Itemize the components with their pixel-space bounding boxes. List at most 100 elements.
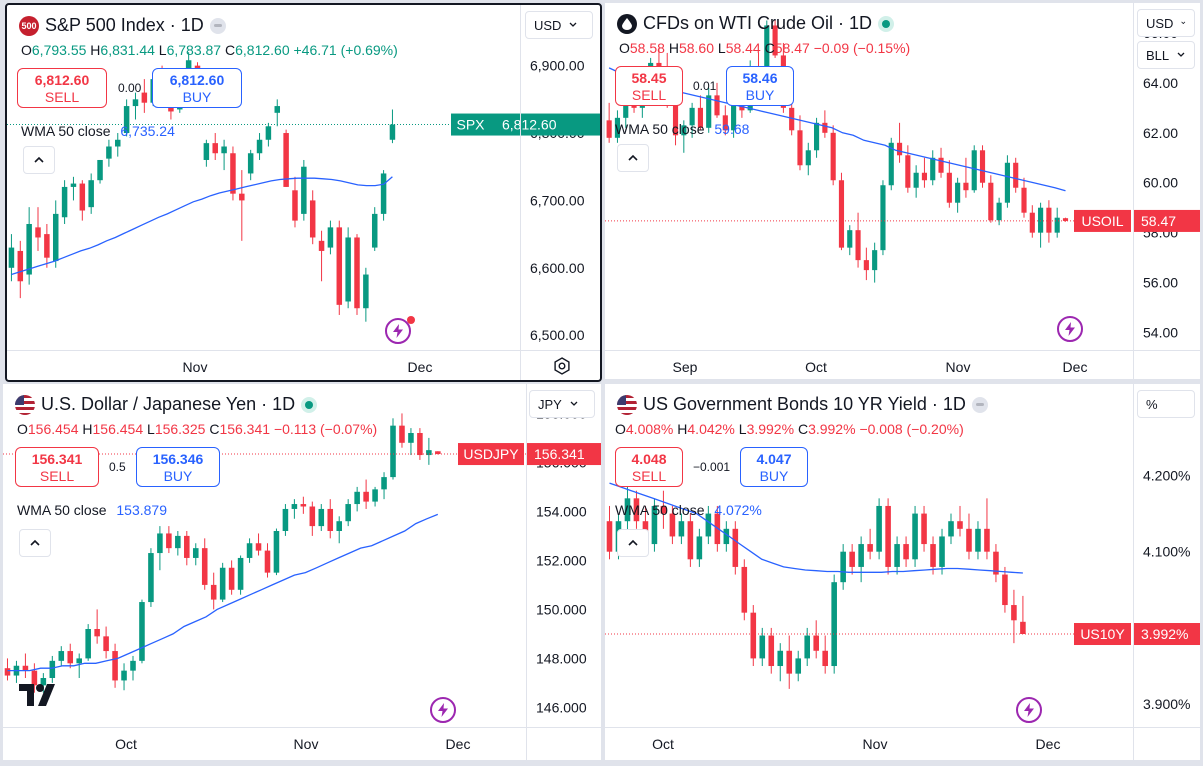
- collapse-legend-button[interactable]: [617, 529, 649, 557]
- candle-body: [106, 146, 112, 159]
- time-axis-label: Oct: [652, 736, 674, 752]
- price-tag-text: 3.992%: [1141, 626, 1188, 642]
- chart-pane-wti[interactable]: 66.0064.0062.0060.0058.0056.0054.00SepOc…: [605, 3, 1200, 379]
- lightning-icon[interactable]: [430, 697, 456, 723]
- title-row: U.S. Dollar / Japanese Yen · 1D: [15, 394, 318, 415]
- candle-body: [876, 505, 882, 552]
- chart-pane-usdjpy[interactable]: 158.000156.000154.000152.000150.000148.0…: [3, 384, 601, 760]
- buy-button[interactable]: 58.46 BUY: [726, 66, 794, 106]
- candle-body: [112, 651, 118, 681]
- candle-body: [49, 660, 56, 678]
- candle: [894, 536, 900, 575]
- wma-legend[interactable]: WMA 50 close 59.68: [615, 121, 749, 137]
- candlestick-chart-usdjpy[interactable]: 158.000156.000154.000152.000150.000148.0…: [3, 384, 601, 760]
- market-open-icon[interactable]: [878, 15, 895, 32]
- sell-button[interactable]: 58.45 SELL: [615, 66, 683, 106]
- candle-body: [26, 223, 32, 275]
- price-axis-label: 60.00: [1143, 175, 1178, 191]
- sell-button[interactable]: 4.048 SELL: [615, 447, 683, 487]
- collapse-legend-button[interactable]: [23, 146, 55, 174]
- buy-button[interactable]: 4.047 BUY: [740, 447, 808, 487]
- candle: [148, 548, 154, 607]
- chart-pane-us10y[interactable]: 4.200% 4.100% 3.900% Oct Nov Dec US10Y 3.992% U…: [605, 384, 1200, 760]
- lightning-icon[interactable]: [1016, 697, 1042, 723]
- market-status-icon[interactable]: [209, 17, 226, 34]
- buy-button[interactable]: 156.346 BUY: [136, 447, 220, 487]
- buy-button[interactable]: 6,812.60 BUY: [152, 68, 242, 108]
- price-axis-label: 152.000: [536, 552, 587, 568]
- lightning-icon[interactable]: [1057, 316, 1083, 342]
- candle: [157, 526, 163, 571]
- open-value: 156.454: [27, 421, 79, 437]
- candle: [722, 105, 728, 136]
- wma-legend[interactable]: WMA 50 close 4.072%: [615, 502, 762, 518]
- market-status-icon[interactable]: [971, 396, 988, 413]
- candle-body: [345, 237, 351, 302]
- lightning-icon[interactable]: [385, 316, 415, 344]
- candle-body: [1011, 605, 1017, 621]
- candle: [772, 20, 778, 58]
- symbol-title[interactable]: US Government Bonds 10 YR Yield · 1D: [643, 394, 966, 414]
- chart-pane-spx[interactable]: 6,900.006,800.006,700.006,600.006,500.00…: [5, 3, 602, 382]
- symbol-title[interactable]: S&P 500 Index · 1D: [45, 15, 204, 35]
- wma-legend[interactable]: WMA 50 close 153.879: [17, 502, 167, 518]
- last-price-tag: US10Y 3.992%: [1074, 623, 1200, 646]
- candle-body: [777, 650, 784, 667]
- settings-icon[interactable]: [552, 356, 572, 376]
- symbol-tag-bg: [458, 443, 524, 466]
- chevron-up-icon: [628, 539, 638, 546]
- candle: [880, 180, 886, 256]
- candle-body: [363, 274, 369, 309]
- currency-selector[interactable]: USD: [525, 11, 593, 39]
- price-axis-label: 146.000: [536, 699, 587, 715]
- candlestick-chart-spx[interactable]: 6,900.006,800.006,700.006,600.006,500.00…: [7, 5, 600, 380]
- candle-body: [957, 521, 963, 529]
- candle-body: [867, 544, 873, 552]
- candlestick-chart-wti[interactable]: 66.0064.0062.0060.0058.0056.0054.00SepOc…: [605, 3, 1200, 379]
- candle: [996, 197, 1002, 226]
- candle: [380, 170, 387, 221]
- wma-line: [609, 482, 1023, 574]
- price-axis-label: 6,500.00: [530, 327, 585, 343]
- candle-body: [291, 504, 298, 509]
- unit-selector[interactable]: %: [1137, 390, 1195, 418]
- sell-button[interactable]: 156.341 SELL: [15, 447, 99, 487]
- unit-selector[interactable]: BLL: [1137, 41, 1195, 69]
- candle: [94, 609, 100, 644]
- chevron-up-icon: [34, 156, 44, 163]
- unit-label: BLL: [1146, 47, 1170, 63]
- symbol-title[interactable]: U.S. Dollar / Japanese Yen · 1D: [41, 394, 296, 414]
- candle-body: [706, 95, 712, 128]
- candle: [363, 267, 369, 322]
- candle-body: [624, 498, 631, 522]
- candle: [876, 498, 882, 560]
- market-open-icon[interactable]: [301, 396, 318, 413]
- wma-legend[interactable]: WMA 50 close 6,735.24: [21, 123, 175, 139]
- candle: [67, 643, 74, 669]
- sell-button[interactable]: 6,812.60 SELL: [17, 68, 107, 108]
- candle: [192, 543, 199, 566]
- tradingview-logo-icon[interactable]: [19, 682, 59, 713]
- candle: [132, 92, 139, 120]
- candle: [301, 159, 307, 221]
- candle-body: [849, 551, 855, 567]
- candle: [903, 536, 909, 567]
- candle: [255, 533, 262, 556]
- candle-body: [228, 567, 235, 590]
- candle: [855, 212, 861, 268]
- collapse-legend-button[interactable]: [19, 529, 51, 557]
- chevron-down-icon: [569, 22, 577, 27]
- collapse-legend-button[interactable]: [617, 144, 649, 172]
- change-value: −0.113 (−0.07%): [273, 421, 378, 437]
- candle: [1011, 589, 1017, 644]
- candle: [921, 157, 928, 188]
- symbol-title[interactable]: CFDs on WTI Crude Oil · 1D: [643, 13, 873, 33]
- currency-selector[interactable]: JPY: [529, 390, 595, 418]
- candle-body: [52, 213, 59, 262]
- price-tag-bg: [1133, 209, 1200, 232]
- candle: [681, 120, 687, 153]
- close-value: 3.992%: [808, 421, 856, 437]
- candle: [1013, 157, 1019, 193]
- candlestick-chart-us10y[interactable]: 4.200% 4.100% 3.900% Oct Nov Dec US10Y 3.992%: [605, 384, 1200, 760]
- currency-selector[interactable]: USD: [1137, 9, 1195, 37]
